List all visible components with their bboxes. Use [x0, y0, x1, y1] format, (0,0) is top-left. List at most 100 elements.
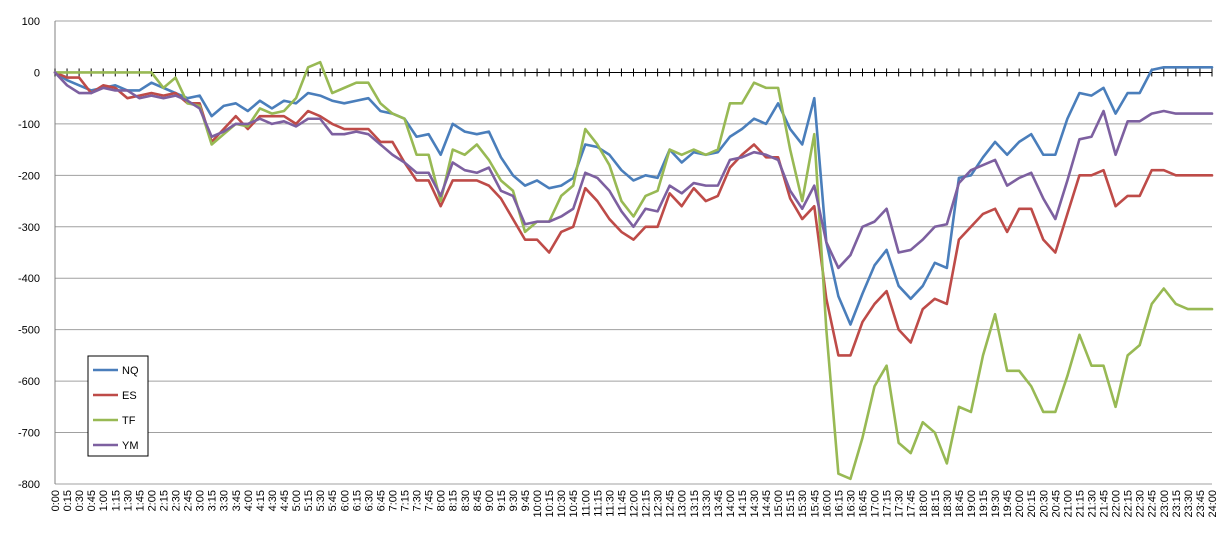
x-tick-label: 5:45 — [327, 490, 339, 511]
x-tick-label: 16:30 — [845, 490, 857, 518]
x-tick-label: 22:15 — [1123, 490, 1135, 518]
x-tick-label: 20:15 — [1026, 490, 1038, 518]
x-tick-label: 4:00 — [243, 490, 255, 511]
x-tick-label: 15:30 — [797, 490, 809, 518]
x-tick-label: 16:15 — [833, 490, 845, 518]
x-tick-label: 3:30 — [219, 490, 231, 511]
x-tick-label: 11:45 — [616, 490, 628, 517]
x-tick-label: 8:00 — [436, 490, 448, 511]
x-tick-label: 4:45 — [279, 490, 291, 511]
x-tick-label: 1:15 — [110, 490, 122, 511]
x-tick-label: 14:45 — [761, 490, 773, 518]
y-tick-label: 0 — [34, 67, 40, 79]
x-tick-label: 21:30 — [1086, 490, 1098, 518]
x-tick-label: 22:30 — [1135, 490, 1147, 518]
x-tick-label: 0:15 — [62, 490, 74, 511]
x-axis-tick-labels: 0:00 0:15 0:30 0:45 1:00 1:15 1:30 1:45 2:00 2:15… — [50, 490, 1219, 518]
x-tick-label: 14:00 — [725, 490, 737, 518]
x-tick-label: 19:45 — [1002, 490, 1014, 518]
y-tick-label: -700 — [18, 428, 40, 440]
x-tick-label: 20:45 — [1050, 490, 1062, 518]
legend-box — [87, 355, 149, 457]
x-tick-label: 10:00 — [532, 490, 544, 518]
x-tick-label: 17:45 — [906, 490, 918, 518]
x-tick-label: 14:30 — [749, 490, 761, 518]
x-tick-label: 13:15 — [689, 490, 701, 518]
x-tick-label: 12:30 — [653, 490, 665, 518]
legend-label-es: ES — [122, 390, 137, 402]
x-tick-label: 21:00 — [1062, 490, 1074, 518]
legend-label-nq: NQ — [122, 365, 139, 377]
y-tick-label: -400 — [18, 273, 40, 285]
x-tick-label: 9:30 — [508, 490, 520, 511]
x-tick-label: 13:30 — [701, 490, 713, 518]
x-tick-label: 17:00 — [870, 490, 882, 518]
x-tick-label: 2:30 — [171, 490, 183, 511]
x-tick-label: 6:30 — [363, 490, 375, 511]
x-tick-label: 23:00 — [1159, 490, 1171, 518]
x-tick-label: 23:45 — [1195, 490, 1207, 518]
x-tick-label: 2:45 — [183, 490, 195, 511]
x-tick-label: 22:45 — [1147, 490, 1159, 518]
x-tick-label: 1:30 — [122, 490, 134, 511]
series-line-es — [53, 71, 1214, 357]
x-tick-label: 10:30 — [556, 490, 568, 518]
x-tick-label: 7:45 — [424, 490, 436, 511]
x-tick-label: 9:15 — [496, 490, 508, 511]
x-tick-label: 1:00 — [98, 490, 110, 511]
x-axis — [54, 68, 1213, 77]
x-tick-label: 14:15 — [737, 490, 749, 518]
y-tick-label: -500 — [18, 325, 40, 337]
x-tick-label: 18:15 — [930, 490, 942, 518]
x-tick-label: 16:00 — [821, 490, 833, 518]
x-tick-label: 15:00 — [773, 490, 785, 518]
x-tick-label: 24:00 — [1207, 490, 1219, 518]
series-line-ym — [53, 71, 1214, 270]
x-tick-label: 13:00 — [677, 490, 689, 518]
series-line-nq — [53, 66, 1214, 326]
y-tick-label: -300 — [18, 222, 40, 234]
series-line-tf — [53, 60, 1214, 481]
y-tick-label: -100 — [18, 119, 40, 131]
x-tick-label: 17:15 — [882, 490, 894, 518]
x-tick-label: 13:45 — [713, 490, 725, 518]
x-tick-label: 18:30 — [942, 490, 954, 518]
x-tick-label: 8:30 — [460, 490, 472, 511]
x-tick-label: 19:30 — [990, 490, 1002, 518]
x-tick-label: 7:15 — [400, 490, 412, 511]
x-tick-label: 21:45 — [1099, 490, 1111, 518]
legend-label-tf: TF — [122, 415, 136, 427]
x-tick-label: 11:30 — [604, 490, 616, 517]
x-tick-label: 18:45 — [954, 490, 966, 518]
y-tick-label: -200 — [18, 170, 40, 182]
x-tick-label: 3:45 — [231, 490, 243, 511]
x-tick-label: 12:45 — [665, 490, 677, 518]
y-tick-label: -600 — [18, 376, 40, 388]
x-tick-label: 4:30 — [267, 490, 279, 511]
x-tick-label: 15:45 — [809, 490, 821, 518]
x-tick-label: 23:30 — [1183, 490, 1195, 518]
x-tick-label: 5:15 — [303, 490, 315, 511]
x-tick-label: 5:00 — [291, 490, 303, 511]
x-tick-label: 7:30 — [412, 490, 424, 511]
x-tick-label: 5:30 — [315, 490, 327, 511]
legend: NQ ES TF YM — [87, 355, 149, 457]
x-tick-label: 20:00 — [1014, 490, 1026, 518]
x-tick-label: 3:15 — [207, 490, 219, 511]
x-tick-label: 0:00 — [50, 490, 62, 511]
x-tick-label: 2:00 — [146, 490, 158, 511]
x-tick-label: 12:15 — [641, 490, 653, 518]
y-axis-tick-labels: 100 0 -100 -200 -300 -400 -500 -600 -700 -800 — [18, 16, 40, 491]
x-tick-label: 9:45 — [520, 490, 532, 511]
x-tick-label: 10:45 — [568, 490, 580, 518]
x-tick-label: 16:45 — [857, 490, 869, 518]
series-lines — [53, 60, 1214, 481]
gridlines — [54, 20, 1212, 485]
x-tick-label: 15:15 — [785, 490, 797, 518]
x-tick-label: 12:00 — [629, 490, 641, 518]
x-tick-label: 8:45 — [472, 490, 484, 511]
x-tick-label: 3:00 — [195, 490, 207, 511]
legend-label-ym: YM — [122, 440, 139, 452]
y-tick-label: -800 — [18, 479, 40, 491]
